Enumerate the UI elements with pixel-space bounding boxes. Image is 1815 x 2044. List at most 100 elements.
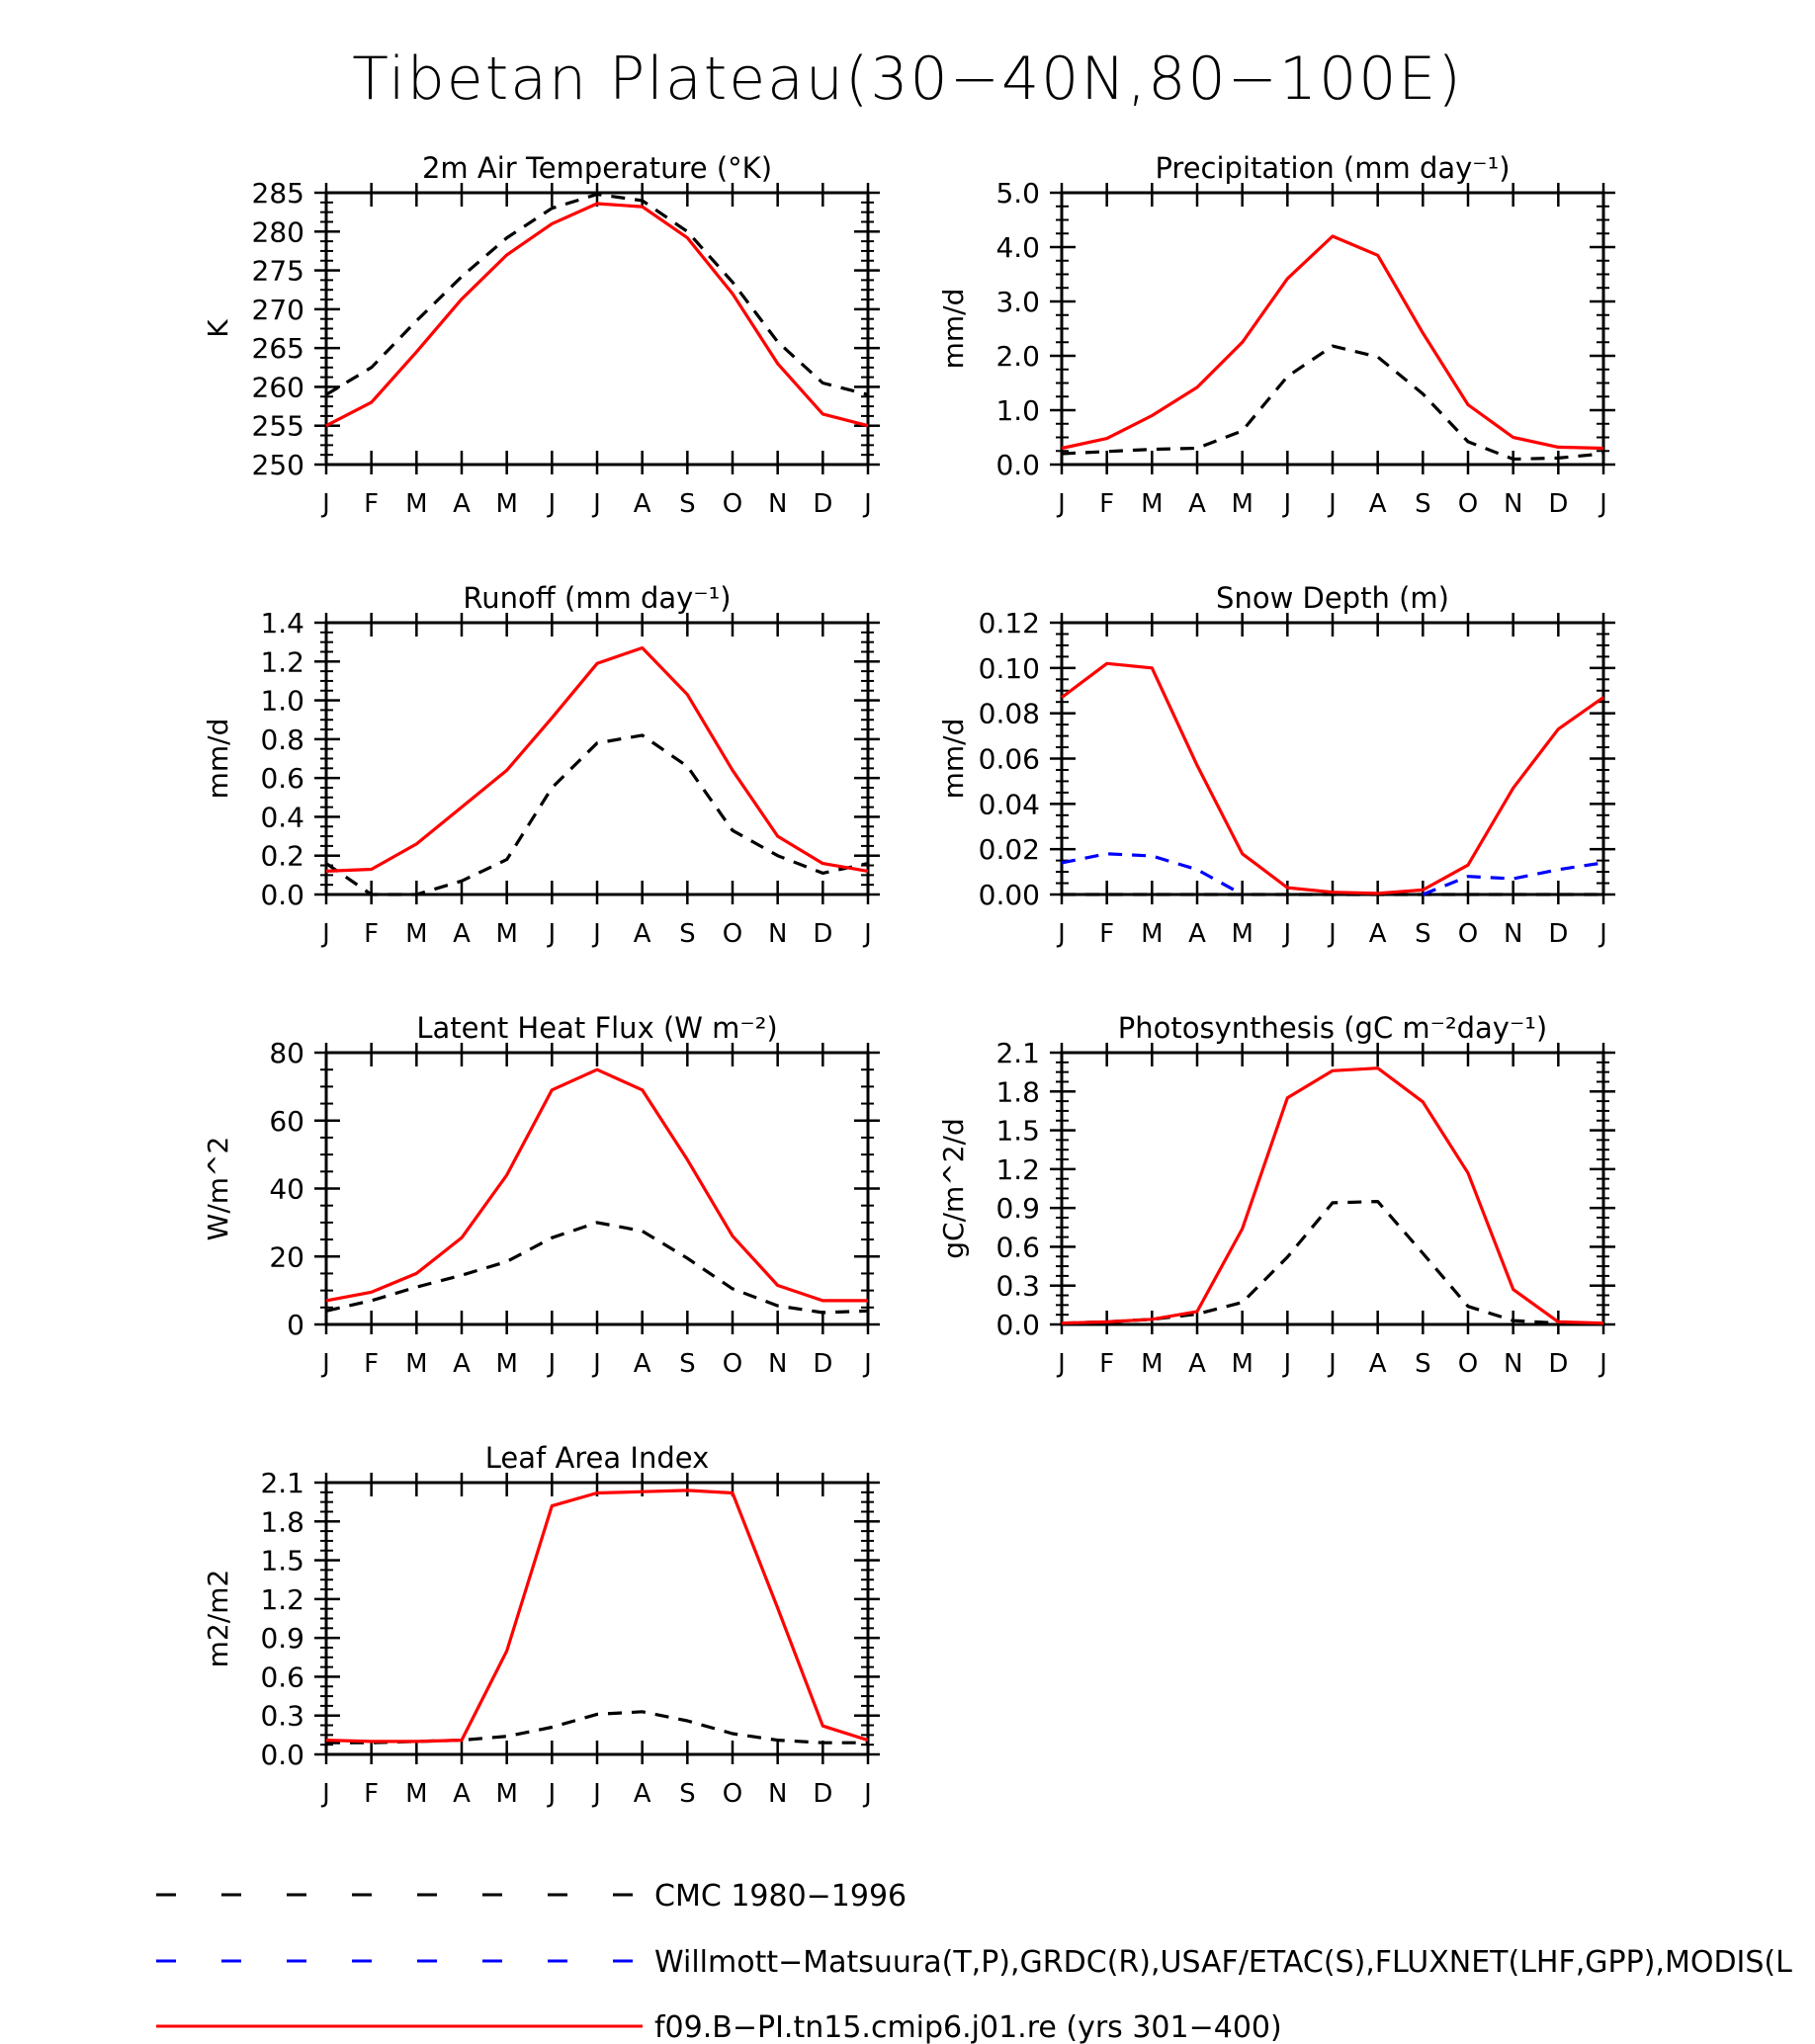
y-tick-label: 0.2 [260,840,304,873]
x-tick-label: D [813,1779,832,1809]
figure-title: Tibetan Plateau(30−40N,80−100E) [352,44,1463,114]
x-tick-label: J [1327,919,1337,949]
y-tick-label: 1.8 [995,1075,1040,1108]
series-line-obs2 [1061,852,1604,896]
x-tick-label: M [1231,1349,1253,1379]
series-line-model [325,645,869,873]
x-tick-label: F [364,1349,379,1379]
y-tick-label: 0 [287,1309,304,1341]
panel-6: J F M A M J J A S O N D J0.00.30.60.91.21.51.82.1Pho… [937,1011,1615,1379]
panel-3: J F M A M J J A S O N D J0.00.20.40.60.81.01.21.4Run… [202,581,880,949]
x-tick-label: N [768,1349,787,1379]
y-tick-label: 275 [252,255,304,288]
legend-item-3: f09.B−PI.tn15.cmip6.j01.re (yrs 301−400) [156,2010,1282,2044]
y-tick-label: 0.12 [979,607,1040,639]
panel-title: Snow Depth (m) [1216,581,1449,615]
y-tick-label: 270 [252,294,304,326]
y-tick-label: 1.0 [260,685,304,718]
y-tick-label: 1.8 [260,1505,304,1538]
y-tick-label: 255 [252,410,304,443]
x-tick-label: J [1598,1349,1607,1379]
y-tick-label: 2.1 [995,1037,1040,1069]
x-tick-label: A [453,919,471,949]
x-tick-label: D [813,1349,832,1379]
legend-item-2: Willmott−Matsuura(T,P),GRDC(R),USAF/ETAC… [156,1945,1792,1980]
x-tick-label: J [862,1349,872,1379]
x-tick-label: A [1188,1349,1206,1379]
x-tick-label: J [546,919,556,949]
series-line-model [1061,1066,1604,1325]
series-line-model [325,1067,868,1303]
y-tick-label: 1.0 [995,394,1040,427]
y-tick-label: 0.8 [260,724,304,756]
x-tick-label: J [320,919,330,949]
y-axis-label: K [202,319,234,338]
x-tick-label: N [1504,489,1522,519]
x-tick-label: S [1415,489,1431,519]
y-axis-label: gC/m^2/d [937,1118,970,1259]
series-line-model [1061,234,1604,451]
y-tick-label: 0.10 [979,652,1040,685]
x-tick-label: M [495,1779,517,1809]
x-tick-label: N [768,1779,787,1809]
x-tick-label: M [1141,919,1163,949]
y-tick-label: 0.6 [995,1231,1040,1263]
y-tick-label: 0.04 [979,788,1040,820]
series-line-model [325,1489,869,1744]
y-axis-label: mm/d [202,719,234,800]
x-tick-label: J [320,1349,330,1379]
y-tick-label: 1.2 [260,1583,304,1616]
x-tick-label: A [453,489,471,519]
series-line-model [325,202,869,428]
x-tick-label: J [546,1349,556,1379]
x-tick-label: A [1188,489,1206,519]
legend: CMC 1980−1996 Willmott−Matsuura(T,P),GRDC… [156,1879,1792,2044]
y-tick-label: 0.0 [260,1739,304,1771]
x-tick-label: F [1099,489,1114,519]
y-tick-label: 0.02 [979,833,1040,866]
y-axis-label: W/m^2 [202,1137,234,1241]
panel-title: Precipitation (mm day⁻¹) [1155,151,1510,185]
x-tick-label: F [1099,919,1114,949]
series-line-obs [326,1710,868,1745]
x-tick-label: M [495,1349,517,1379]
legend-item-1: CMC 1980−1996 [156,1879,907,1914]
x-tick-label: D [1548,489,1568,519]
x-tick-label: J [591,919,601,949]
x-tick-label: J [1056,1349,1066,1379]
x-tick-label: D [1548,1349,1568,1379]
x-tick-label: M [405,1349,427,1379]
x-tick-label: O [723,1779,742,1809]
panel-4: J F M A M J J A S O N D J0.000.020.040.060.080.100.1… [937,581,1615,949]
y-tick-label: 4.0 [995,231,1040,264]
y-tick-label: 40 [269,1173,304,1206]
series-line-obs [325,1221,869,1315]
panel-2: J F M A M J J A S O N D J0.01.02.03.04.05.0Precipita… [937,151,1615,519]
panels: J F M A M J J A S O N D J2502552602652702752802852m … [202,151,1615,1809]
y-tick-label: 280 [252,215,304,248]
x-tick-label: M [405,919,427,949]
plot-frame [1060,191,1605,467]
x-tick-label: J [1598,489,1607,519]
plot-frame [1060,621,1605,896]
y-tick-label: 0.00 [979,879,1040,911]
x-tick-label: A [1188,919,1206,949]
x-tick-label: J [591,1349,601,1379]
x-tick-label: A [1369,919,1387,949]
y-tick-label: 0.0 [995,1309,1040,1341]
x-tick-label: N [1504,1349,1522,1379]
x-tick-label: O [723,1349,742,1379]
panel-title: Leaf Area Index [485,1441,709,1475]
y-tick-label: 250 [252,449,304,481]
x-tick-label: J [591,1779,601,1809]
x-tick-label: J [1327,489,1337,519]
x-tick-label: F [364,489,379,519]
x-tick-label: A [453,1779,471,1809]
x-tick-label: O [1458,1349,1478,1379]
y-tick-label: 1.2 [995,1153,1040,1186]
panel-1: J F M A M J J A S O N D J2502552602652702752802852m … [202,151,880,519]
x-tick-label: M [495,489,517,519]
x-tick-label: F [364,919,379,949]
x-tick-label: J [320,1779,330,1809]
